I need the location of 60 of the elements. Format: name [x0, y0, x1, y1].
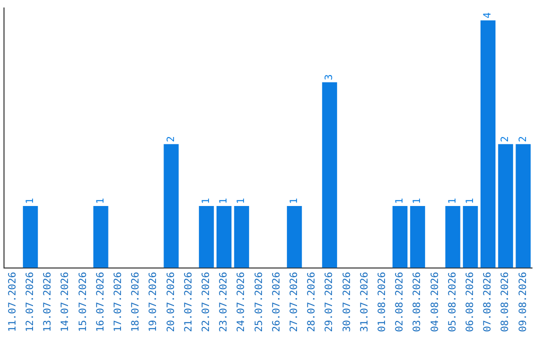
bar: [286, 206, 302, 268]
x-tick-label: 18.07.2026: [130, 272, 142, 332]
x-tick-label: 19.07.2026: [148, 272, 160, 332]
x-tick-label: 29.07.2026: [324, 272, 336, 332]
x-tick-label: 14.07.2026: [60, 272, 72, 332]
data-label: 1: [236, 198, 248, 204]
x-tick-label: 07.08.2026: [482, 272, 494, 332]
x-tick-label: 05.08.2026: [447, 272, 458, 332]
bar: [198, 206, 214, 268]
bar: [480, 20, 496, 268]
x-tick-label: 11.07.2026: [7, 272, 18, 332]
data-label: 3: [324, 74, 336, 80]
bar: [498, 144, 514, 268]
x-tick-label: 15.07.2026: [78, 272, 89, 332]
x-tick-label: 30.07.2026: [342, 272, 353, 332]
data-label: 1: [24, 198, 36, 204]
data-label: 1: [218, 198, 230, 204]
x-tick-label: 06.08.2026: [464, 272, 476, 332]
bar: [93, 206, 108, 268]
data-label: 2: [500, 136, 512, 142]
data-label: 2: [166, 136, 177, 142]
x-tick-label: 01.08.2026: [376, 272, 388, 332]
x-tick-label: 03.08.2026: [412, 272, 424, 332]
x-tick-label: 09.08.2026: [518, 272, 529, 332]
x-tick-label: 24.07.2026: [236, 272, 248, 332]
bar: [164, 144, 179, 268]
x-tick-label: 25.07.2026: [254, 272, 265, 332]
data-label: 2: [518, 136, 529, 142]
x-tick-label: 26.07.2026: [271, 272, 282, 332]
x-tick-label: 16.07.2026: [95, 272, 106, 332]
x-tick-label: 28.07.2026: [306, 272, 318, 332]
x-tick-label: 13.07.2026: [42, 272, 54, 332]
bar: [322, 82, 338, 268]
bar: [516, 144, 531, 268]
bar: [445, 206, 460, 268]
x-tick-label: 02.08.2026: [394, 272, 406, 332]
x-tick-label: 27.07.2026: [288, 272, 300, 332]
x-tick-label: 08.08.2026: [500, 272, 512, 332]
x-tick-label: 12.07.2026: [24, 272, 36, 332]
bar: [392, 206, 408, 268]
x-tick-label: 22.07.2026: [200, 272, 212, 332]
x-tick-label: 04.08.2026: [430, 272, 441, 332]
x-tick-label: 17.07.2026: [112, 272, 124, 332]
bar: [234, 206, 250, 268]
x-tick-label: 20.07.2026: [166, 272, 177, 332]
data-label: 1: [95, 198, 106, 204]
data-label: 1: [447, 198, 458, 204]
data-label: 1: [412, 198, 424, 204]
bar: [462, 206, 478, 268]
data-label: 4: [482, 12, 494, 18]
data-label: 1: [464, 198, 476, 204]
bar: [410, 206, 426, 268]
x-tick-label: 31.07.2026: [359, 272, 370, 332]
bar: [22, 206, 38, 268]
data-label: 1: [288, 198, 300, 204]
x-tick-label: 21.07.2026: [183, 272, 194, 332]
bar: [216, 206, 232, 268]
x-tick-label: 23.07.2026: [218, 272, 230, 332]
data-label: 1: [200, 198, 212, 204]
data-label: 1: [394, 198, 406, 204]
